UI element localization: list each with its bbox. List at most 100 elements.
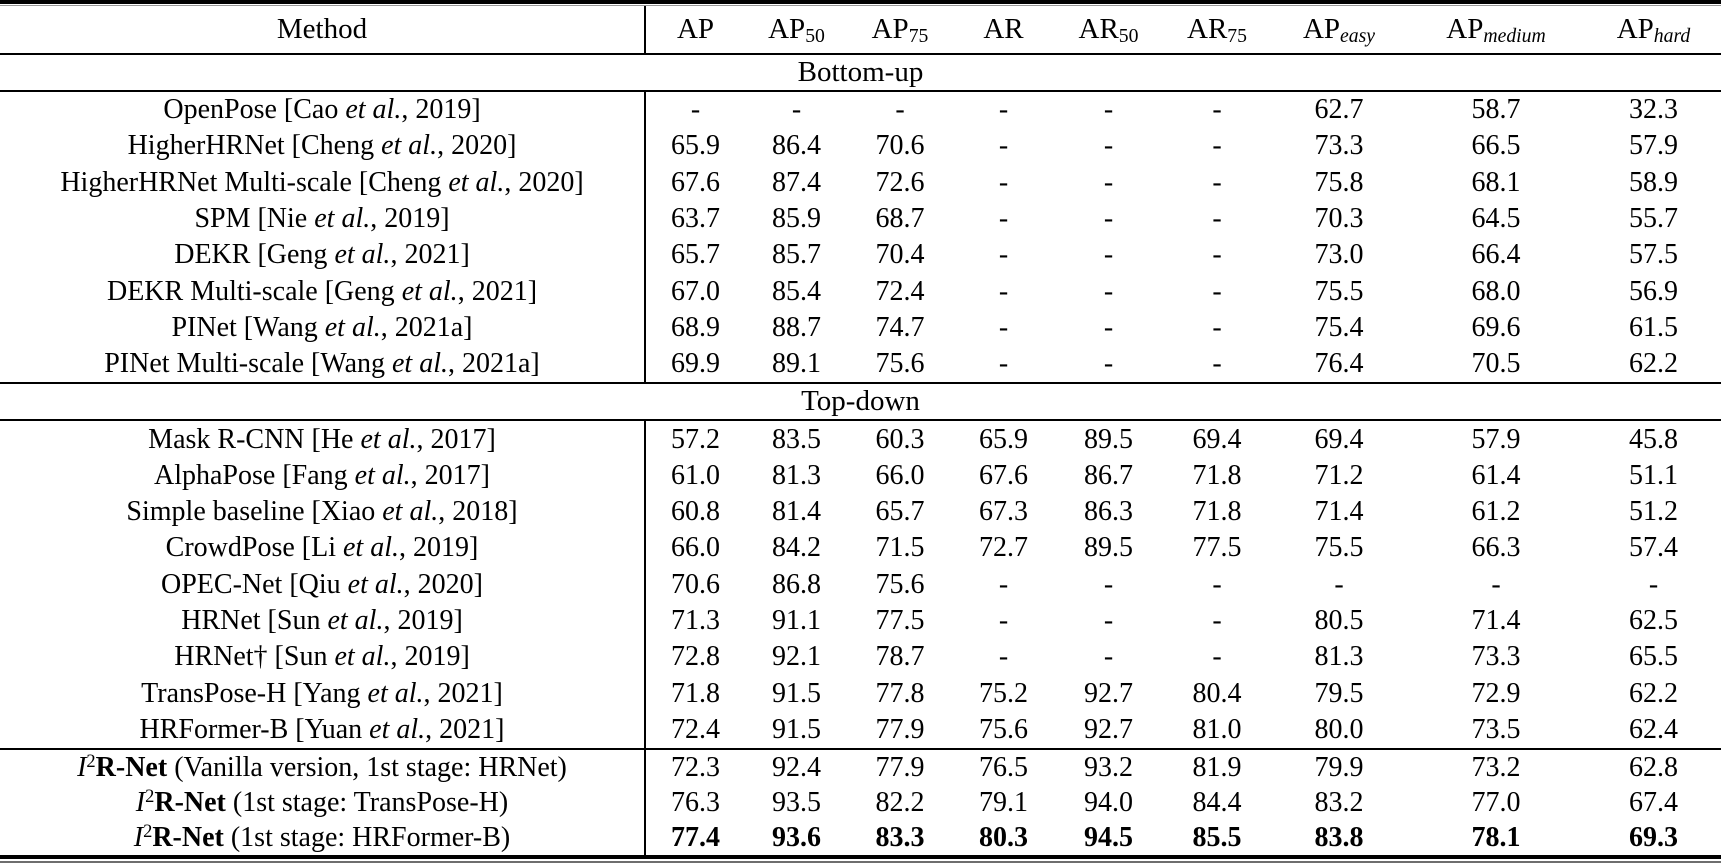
text-segment: AP (1616, 13, 1654, 45)
value-cell: 88.7 (772, 311, 821, 343)
text-segment: , 2019] (399, 532, 479, 564)
text-segment: et al. (381, 130, 438, 162)
text-segment: AP (768, 13, 806, 45)
value-cell: 71.5 (875, 532, 925, 564)
text-segment: , 2019] (370, 203, 450, 235)
value-cell: - (1212, 239, 1222, 271)
text-segment: 50 (805, 24, 825, 47)
table-bottom-rule-gap (0, 859, 1721, 862)
value-cell: 83.5 (772, 423, 821, 455)
value-cell: - (998, 275, 1009, 307)
text-segment: hard (1653, 24, 1691, 47)
text-segment: , 2020] (504, 166, 584, 198)
value-cell: 61.5 (1629, 311, 1678, 343)
value-cell: 76.5 (979, 751, 1028, 783)
table-row: PINet Multi-scale [Wang et al., 2021a] 69… (0, 346, 1721, 384)
value-cell: 69.4 (1314, 423, 1364, 455)
value-cell: 72.7 (979, 532, 1028, 564)
value-cell: 81.3 (1314, 641, 1364, 673)
value-cell: 86.8 (772, 568, 821, 600)
value-cell: 81.0 (1192, 713, 1242, 745)
value-cell: 65.9 (979, 423, 1028, 455)
text-segment: Method (276, 13, 368, 45)
value-cell: 80.5 (1314, 605, 1364, 636)
text-segment: , 2021] (457, 275, 538, 307)
value-cell: 61.4 (1471, 459, 1521, 491)
table-row: CrowdPose [Li et al., 2019] 66.0 84.2 71.5 7… (0, 530, 1721, 567)
value-cell: 85.4 (772, 275, 821, 307)
value-cell: - (1212, 311, 1222, 343)
text-segment: , 2018] (438, 496, 518, 528)
text-segment: I (77, 751, 87, 783)
value-cell: 62.5 (1629, 605, 1678, 636)
value-cell: 73.5 (1471, 713, 1521, 745)
text-segment: et al. (369, 713, 426, 745)
value-cell: 77.9 (875, 751, 925, 783)
value-cell: 51.2 (1629, 496, 1678, 528)
value-cell: 86.4 (772, 130, 821, 162)
value-cell: - (1212, 605, 1222, 636)
value-cell: 71.3 (644, 602, 745, 640)
value-cell: 73.3 (1314, 130, 1364, 162)
value-cell: - (1103, 641, 1114, 673)
value-cell: 69.3 (1629, 821, 1678, 853)
value-cell: 66.0 (875, 459, 925, 491)
value-cell: 57.2 (644, 420, 745, 458)
value-cell: 81.9 (1192, 751, 1242, 783)
value-cell: 70.5 (1471, 348, 1521, 380)
table-top-rule (0, 0, 1721, 4)
value-cell: 66.4 (1471, 239, 1521, 271)
value-cell: 62.2 (1629, 677, 1678, 709)
text-segment: et al. (448, 166, 505, 198)
text-segment: et al. (382, 496, 439, 528)
value-cell: 83.2 (1314, 786, 1364, 818)
value-cell: - (998, 166, 1009, 198)
column-header-ap50: AP50 (745, 6, 848, 54)
value-cell: - (998, 568, 1009, 600)
value-cell: 68.0 (1471, 275, 1521, 307)
value-cell: 63.7 (644, 200, 745, 238)
text-segment: I (133, 821, 144, 853)
section-title: Top-down (0, 382, 1721, 422)
value-cell: 77.5 (1192, 532, 1242, 564)
table-header-row: Method AP AP50 AP75 AR AR50 AR75 APeasy APmedium… (0, 6, 1721, 54)
value-cell: 71.8 (1192, 496, 1242, 528)
text-segment: CrowdPose [Li (165, 532, 343, 564)
value-cell: - (998, 348, 1009, 380)
value-cell: - (1103, 166, 1114, 198)
value-cell: 91.1 (772, 605, 821, 636)
value-cell: 72.6 (875, 166, 925, 198)
table-row: Simple baseline [Xiao et al., 2018] 60.8 8… (0, 493, 1721, 531)
section-header-top-down: Top-down (0, 382, 1721, 422)
text-segment: , 2017] (410, 459, 490, 491)
table-row: I2R-Net (1st stage: TransPose-H) 76.3 93.5… (0, 785, 1721, 821)
text-segment: AP (1446, 13, 1484, 45)
value-cell: 67.3 (979, 496, 1028, 528)
text-segment: HigherHRNet [Cheng (127, 130, 382, 162)
value-cell: 76.4 (1314, 348, 1364, 380)
value-cell: 57.4 (1629, 532, 1678, 564)
method-cell: DEKR Multi-scale [Geng et al., 2021] (0, 273, 645, 309)
value-cell: - (998, 641, 1009, 673)
value-cell: 67.6 (979, 459, 1028, 491)
value-cell: 89.5 (1084, 423, 1133, 455)
text-segment: , 2017] (416, 423, 496, 455)
value-cell: - (1212, 130, 1222, 162)
value-cell: 45.8 (1629, 423, 1678, 455)
table-row: Mask R-CNN [He et al., 2017] 57.2 83.5 60.3… (0, 420, 1721, 458)
value-cell: - (1212, 94, 1222, 126)
text-segment: 75 (1227, 24, 1247, 47)
table-row: DEKR [Geng et al., 2021] 65.7 85.7 70.4- - -7… (0, 237, 1721, 274)
value-cell: 62.7 (1314, 94, 1364, 126)
column-header-method: Method (0, 6, 645, 54)
value-cell: 79.1 (979, 786, 1028, 818)
value-cell: - (998, 94, 1009, 126)
method-cell: HRNet† [Sun et al., 2019] (0, 639, 645, 675)
text-segment: medium (1483, 24, 1546, 47)
column-header-ar75: AR75 (1162, 6, 1272, 54)
value-cell: - (1103, 94, 1114, 126)
value-cell: 56.9 (1629, 275, 1678, 307)
value-cell: 80.3 (979, 821, 1028, 853)
text-segment: TransPose-H [Yang (141, 677, 368, 709)
text-segment: 2 (145, 786, 155, 807)
